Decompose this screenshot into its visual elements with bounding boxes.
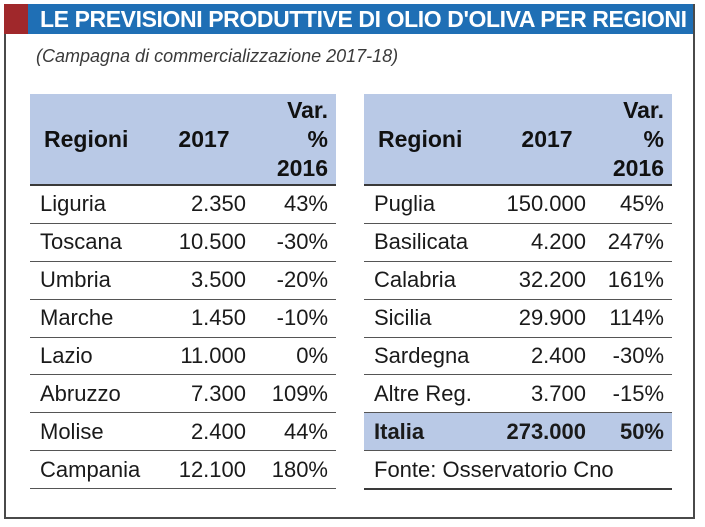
value-cell: 2.350 [148,185,260,224]
table-row: Toscana 10.500 -30% [30,223,336,262]
table-row: Lazio 11.000 0% [30,337,336,376]
header-var-line1: Var. [623,96,664,123]
table-row: Marche 1.450 -10% [30,299,336,338]
table-row: Campania 12.100 180% [30,450,336,490]
value-cell: 12.100 [148,450,260,490]
value-cell: 11.000 [148,337,260,376]
subtitle: (Campagna di commercializzazione 2017-18… [36,46,399,66]
region-cell: Toscana [30,223,148,262]
region-cell: Calabria [364,261,494,300]
table-row: Altre Reg. 3.700 -15% [364,374,672,414]
table-row: Molise 2.400 44% [30,412,336,452]
header-var-line2: % [643,125,664,152]
table-row: Abruzzo 7.300 109% [30,374,336,414]
header-var: Var. % 2016 [600,94,672,186]
region-cell: Abruzzo [30,374,148,414]
region-cell: Puglia [364,185,494,224]
header-2017: 2017 [494,94,600,186]
region-cell: Marche [30,299,148,338]
table-row: Sicilia 29.900 114% [364,299,672,338]
var-cell: -20% [260,261,336,300]
table-row: Sardegna 2.400 -30% [364,337,672,376]
var-cell: -10% [260,299,336,338]
var-cell: 247% [600,223,672,262]
value-cell: 3.700 [494,374,600,414]
title-bar: LE PREVISIONI PRODUTTIVE DI OLIO D'OLIVA… [4,4,693,34]
source-note: Fonte: Osservatorio Cno [364,450,672,491]
value-cell: 150.000 [494,185,600,224]
header-var-line2: % [307,125,328,152]
left-table: Regioni 2017 Var. % 2016 Liguria 2.350 43%… [30,94,336,490]
table-row: Umbria 3.500 -20% [30,261,336,300]
var-cell: 109% [260,374,336,414]
right-table-header: Regioni 2017 Var. % 2016 [364,94,672,186]
var-cell: -30% [600,337,672,376]
region-cell: Italia [364,412,494,452]
var-cell: 161% [600,261,672,300]
value-cell: 273.000 [494,412,600,452]
header-regioni: Regioni [30,94,148,186]
value-cell: 7.300 [148,374,260,414]
var-cell: 0% [260,337,336,376]
var-cell: 50% [600,412,672,452]
left-table-header: Regioni 2017 Var. % 2016 [30,94,336,186]
region-cell: Liguria [30,185,148,224]
value-cell: 29.900 [494,299,600,338]
value-cell: 32.200 [494,261,600,300]
table-row: Calabria 32.200 161% [364,261,672,300]
page-title: LE PREVISIONI PRODUTTIVE DI OLIO D'OLIVA… [40,6,687,32]
value-cell: 2.400 [494,337,600,376]
var-cell: 45% [600,185,672,224]
value-cell: 4.200 [494,223,600,262]
header-var-line3: 2016 [276,154,328,181]
region-cell: Lazio [30,337,148,376]
table-row: Liguria 2.350 43% [30,185,336,224]
value-cell: 3.500 [148,261,260,300]
region-cell: Altre Reg. [364,374,494,414]
region-cell: Campania [30,450,148,490]
region-cell: Sardegna [364,337,494,376]
value-cell: 2.400 [148,412,260,452]
table-row: Basilicata 4.200 247% [364,223,672,262]
var-cell: 43% [260,185,336,224]
region-cell: Umbria [30,261,148,300]
region-cell: Basilicata [364,223,494,262]
var-cell: 180% [260,450,336,490]
region-cell: Sicilia [364,299,494,338]
header-var: Var. % 2016 [260,94,336,186]
table-row: Puglia 150.000 45% [364,185,672,224]
title-accent [4,4,28,34]
header-var-line3: 2016 [612,154,664,181]
header-regioni: Regioni [364,94,494,186]
source-row: Fonte: Osservatorio Cno [364,450,672,491]
var-cell: 44% [260,412,336,452]
total-row: Italia 273.000 50% [364,412,672,452]
value-cell: 1.450 [148,299,260,338]
value-cell: 10.500 [148,223,260,262]
var-cell: 114% [600,299,672,338]
region-cell: Molise [30,412,148,452]
right-table: Regioni 2017 Var. % 2016 Puglia 150.000 45… [364,94,672,491]
var-cell: -15% [600,374,672,414]
var-cell: -30% [260,223,336,262]
header-var-line1: Var. [287,96,328,123]
header-2017: 2017 [148,94,260,186]
